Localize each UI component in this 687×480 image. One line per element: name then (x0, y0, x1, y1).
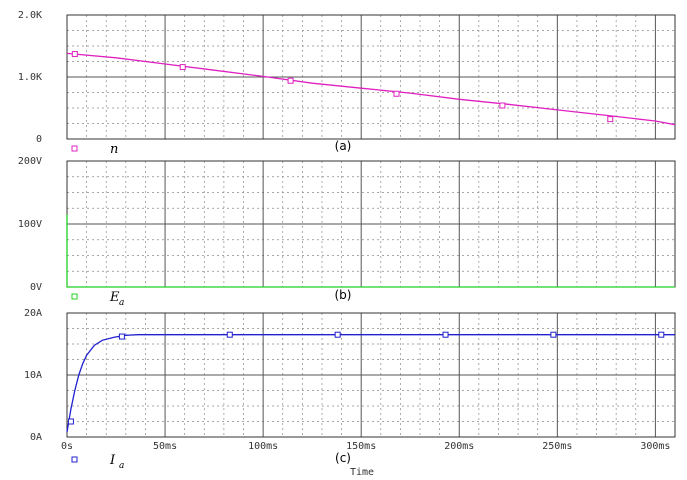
x-tick-label: 150ms (346, 441, 376, 452)
x-axis-label: Time (350, 467, 374, 478)
y-tick-label: 10A (24, 370, 42, 381)
series-marker (550, 331, 557, 338)
x-tick-label: 0s (61, 441, 73, 452)
series-marker (499, 102, 506, 109)
series-marker (334, 331, 341, 338)
series-line (66, 334, 675, 433)
y-tick-label: 200V (18, 156, 42, 167)
y-tick-label: 1.0K (18, 72, 42, 83)
legend-marker (71, 293, 78, 300)
x-tick-label: 200ms (444, 441, 474, 452)
panel-2: 200V 100V 0V E a (b) (18, 156, 676, 308)
legend-label: E (109, 290, 120, 305)
legend-label: I (109, 453, 116, 468)
y-tick-label: 0 (36, 134, 42, 145)
y-tick-label: 0V (30, 282, 42, 293)
legend-marker (71, 456, 78, 463)
plot-frame (66, 14, 676, 140)
y-tick-label: 2.0K (18, 10, 42, 21)
legend-subscript: a (119, 461, 124, 471)
series-marker (179, 64, 186, 71)
series-line (66, 52, 676, 126)
y-tick-label: 100V (18, 219, 42, 230)
series-line (66, 214, 675, 288)
panel-3: 20A 10A 0A I a (c) (24, 308, 676, 471)
y-tick-label: 0A (30, 432, 42, 443)
series-marker (71, 51, 78, 58)
series-marker (393, 90, 400, 97)
series-marker (287, 77, 294, 84)
x-tick-label: 250ms (542, 441, 572, 452)
panel-label: (a) (335, 139, 352, 153)
series-marker (118, 333, 125, 340)
x-tick-label: 100ms (248, 441, 278, 452)
x-tick-label: 50ms (153, 441, 177, 452)
x-tick-label: 300ms (640, 441, 670, 452)
y-tick-label: 20A (24, 308, 42, 319)
series-marker (658, 331, 665, 338)
panel-label: (c) (335, 451, 351, 465)
plot-frame (66, 312, 676, 438)
legend-marker (71, 145, 78, 152)
panel-1: 2.0K 1.0K 0 n (a) (18, 10, 676, 157)
panel-label: (b) (335, 288, 352, 302)
series-marker (67, 418, 74, 425)
series-marker (442, 331, 449, 338)
series-marker (226, 331, 233, 338)
legend-label: n (110, 142, 118, 157)
series-marker (607, 116, 614, 123)
legend-subscript: a (119, 298, 124, 308)
